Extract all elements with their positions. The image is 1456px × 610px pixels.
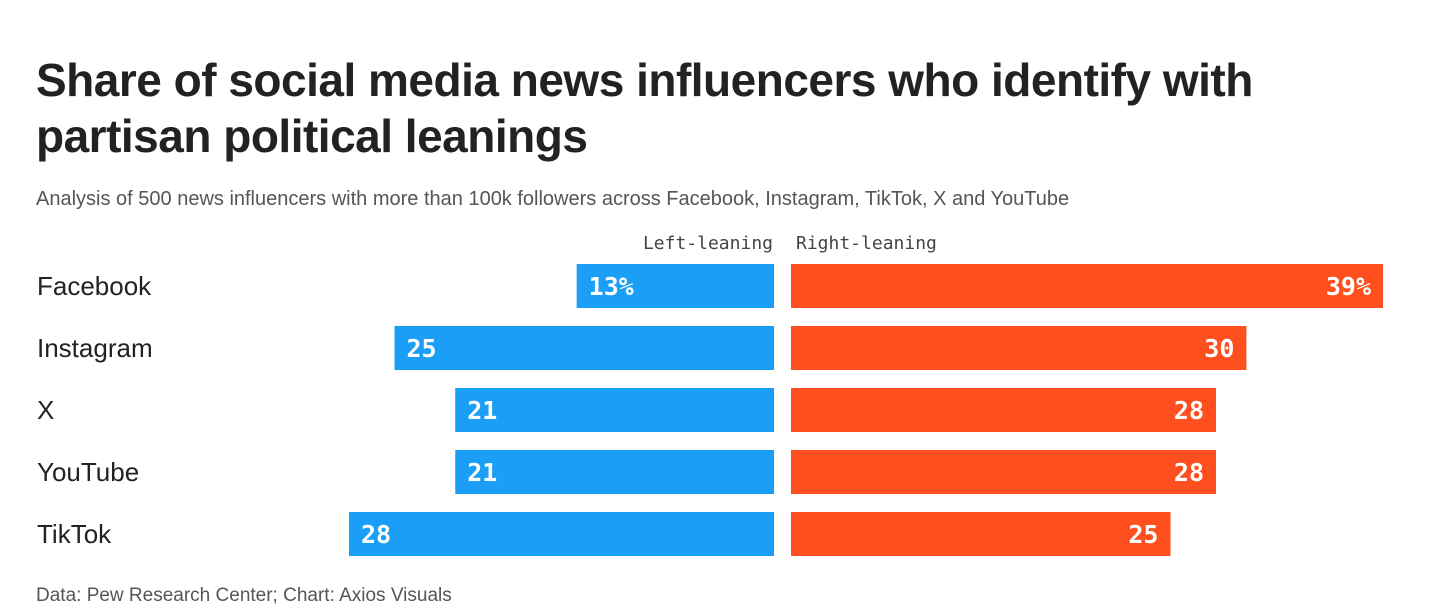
bar-row-instagram: Instagram 25 30 [37,326,1247,370]
value-label-left-youtube: 21 [467,458,497,487]
bar-left-youtube [455,450,774,494]
value-label-left-tiktok: 28 [361,520,391,549]
bar-rows: Facebook 13% 39% Instagram 25 30 X 21 28 YouTube 2… [37,264,1383,556]
legend-left-leaning: Left-leaning [643,233,773,254]
category-label-facebook: Facebook [37,271,152,301]
bar-left-x [455,388,774,432]
bar-row-youtube: YouTube 21 28 [37,450,1217,494]
value-label-right-youtube: 28 [1174,458,1204,487]
bar-row-x: X 21 28 [37,388,1217,432]
bar-left-instagram [394,326,774,370]
bar-right-tiktok [791,512,1171,556]
value-label-right-tiktok: 25 [1128,520,1158,549]
category-label-youtube: YouTube [37,457,139,487]
bar-left-facebook [576,264,774,308]
value-label-right-x: 28 [1174,396,1204,425]
category-label-tiktok: TikTok [37,519,112,549]
bar-right-youtube [791,450,1217,494]
category-label-x: X [37,395,54,425]
diverging-bar-chart: Left-leaning Right-leaning Facebook 13% 39… [37,233,1383,556]
value-label-left-facebook: 13% [589,272,634,301]
value-label-right-facebook: 39% [1326,272,1371,301]
bar-right-instagram [791,326,1247,370]
chart-source: Data: Pew Research Center; Chart: Axios … [36,585,452,606]
value-label-right-instagram: 30 [1204,334,1234,363]
category-label-instagram: Instagram [37,333,153,363]
bar-left-tiktok [348,512,774,556]
bar-right-x [791,388,1217,432]
chart-subtitle: Analysis of 500 news influencers with mo… [36,188,1070,210]
value-label-left-instagram: 25 [407,334,437,363]
chart-title: Share of social media news influencers w… [36,54,1253,162]
bar-row-facebook: Facebook 13% 39% [37,264,1383,308]
legend-right-leaning: Right-leaning [796,233,937,254]
bar-row-tiktok: TikTok 28 25 [37,512,1171,556]
value-label-left-x: 21 [467,396,497,425]
bar-right-facebook [791,264,1383,308]
